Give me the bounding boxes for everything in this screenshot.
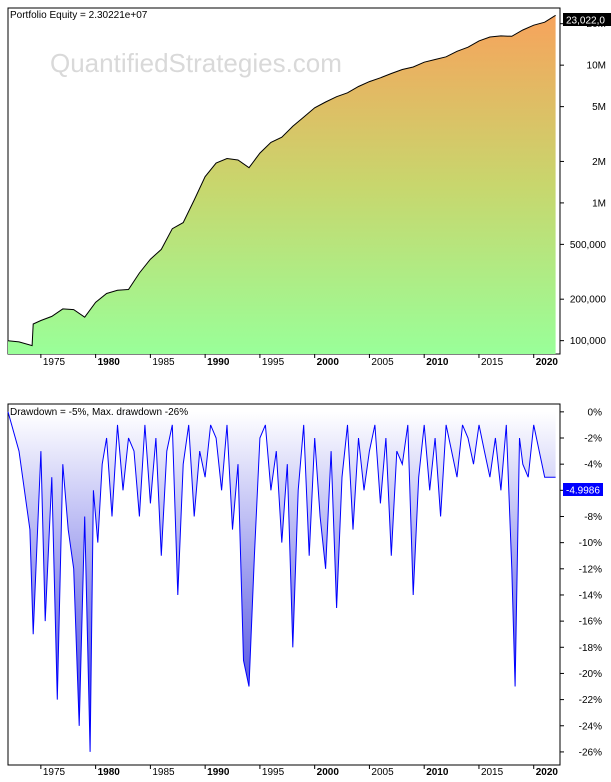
equity-title: Portfolio Equity = 2.30221e+07 bbox=[10, 10, 148, 21]
drawdown-y-tick-label-9: -18% bbox=[579, 643, 602, 654]
equity-x-tick-label-6: 2005 bbox=[371, 357, 394, 368]
equity-x-tick-label-1: 1980 bbox=[98, 357, 121, 368]
drawdown-line bbox=[7, 411, 556, 752]
drawdown-last-value-badge: -4.9986 bbox=[563, 483, 603, 497]
equity-y-tick-label-6: 200,000 bbox=[570, 295, 607, 306]
drawdown-y-tick-label-4: -8% bbox=[584, 512, 602, 523]
drawdown-y-tick-label-7: -14% bbox=[579, 590, 602, 601]
drawdown-x-tick-label-5: 2000 bbox=[317, 767, 340, 777]
drawdown-y-tick-label-8: -16% bbox=[579, 617, 602, 628]
drawdown-y-tick-label-2: -4% bbox=[584, 460, 602, 471]
watermark: QuantifiedStrategies.com bbox=[50, 48, 342, 78]
drawdown-panel: Drawdown = -5%, Max. drawdown -26% 0% -2%… bbox=[7, 403, 603, 778]
drawdown-x-tick-label-1: 1980 bbox=[98, 767, 121, 777]
drawdown-x-tick-label-0: 1975 bbox=[43, 767, 66, 777]
equity-x-tick-label-8: 2015 bbox=[481, 357, 504, 368]
equity-x-tick-label-7: 2010 bbox=[426, 357, 449, 368]
drawdown-y-tick-label-0: 0% bbox=[588, 407, 603, 418]
drawdown-y-tick-label-10: -20% bbox=[579, 669, 602, 680]
drawdown-last-value: -4.9986 bbox=[566, 486, 600, 497]
equity-x-axis: 1975 1980 1985 1990 1995 2000 2005 2010 2015 2020 bbox=[40, 354, 559, 368]
drawdown-x-tick-label-7: 2010 bbox=[426, 767, 449, 777]
equity-panel: QuantifiedStrategies.com Portfolio Equit… bbox=[7, 7, 611, 368]
equity-x-tick-label-5: 2000 bbox=[317, 357, 340, 368]
equity-y-tick-label-3: 2M bbox=[592, 157, 606, 168]
drawdown-x-axis: 1975 1980 1985 1990 1995 2000 2005 2010 2015 2020 bbox=[40, 765, 559, 778]
drawdown-y-tick-label-6: -12% bbox=[579, 564, 602, 575]
equity-x-tick-label-0: 1975 bbox=[43, 357, 66, 368]
equity-x-tick-label-4: 1995 bbox=[262, 357, 285, 368]
drawdown-y-tick-label-12: -24% bbox=[579, 721, 602, 732]
drawdown-x-tick-label-6: 2005 bbox=[371, 767, 394, 777]
drawdown-x-tick-label-4: 1995 bbox=[262, 767, 285, 777]
equity-last-value: 23,022,0 bbox=[566, 16, 605, 27]
equity-y-tick-label-7: 100,000 bbox=[570, 336, 607, 347]
drawdown-area bbox=[8, 411, 556, 752]
equity-x-tick-label-9: 2020 bbox=[536, 357, 559, 368]
equity-y-tick-label-5: 500,000 bbox=[570, 240, 607, 251]
drawdown-x-tick-label-9: 2020 bbox=[536, 767, 559, 777]
equity-y-tick-label-2: 5M bbox=[592, 102, 606, 113]
drawdown-y-tick-label-1: -2% bbox=[584, 434, 602, 445]
drawdown-last-value-box bbox=[563, 483, 603, 496]
equity-y-tick-label-4: 1M bbox=[592, 198, 606, 209]
drawdown-y-tick-label-11: -22% bbox=[579, 695, 602, 706]
equity-last-value-badge: 23,022,0 bbox=[563, 13, 611, 27]
drawdown-title: Drawdown = -5%, Max. drawdown -26% bbox=[10, 407, 188, 418]
equity-area bbox=[8, 15, 556, 355]
equity-x-tick-label-2: 1985 bbox=[152, 357, 175, 368]
equity-x-tick-label-3: 1990 bbox=[207, 357, 230, 368]
drawdown-x-tick-label-2: 1985 bbox=[152, 767, 175, 777]
drawdown-y-tick-label-5: -10% bbox=[579, 538, 602, 549]
drawdown-y-tick-label-13: -26% bbox=[579, 747, 602, 758]
equity-y-tick-label-1: 10M bbox=[587, 61, 606, 72]
equity-line bbox=[7, 14, 556, 347]
drawdown-x-tick-label-8: 2015 bbox=[481, 767, 504, 777]
drawdown-x-tick-label-3: 1990 bbox=[207, 767, 230, 777]
equity-last-value-box bbox=[563, 13, 611, 26]
drawdown-y-axis: 0%-2%-4%-6%-8%-10%-12%-14%-16%-18%-20%-2… bbox=[560, 407, 602, 758]
